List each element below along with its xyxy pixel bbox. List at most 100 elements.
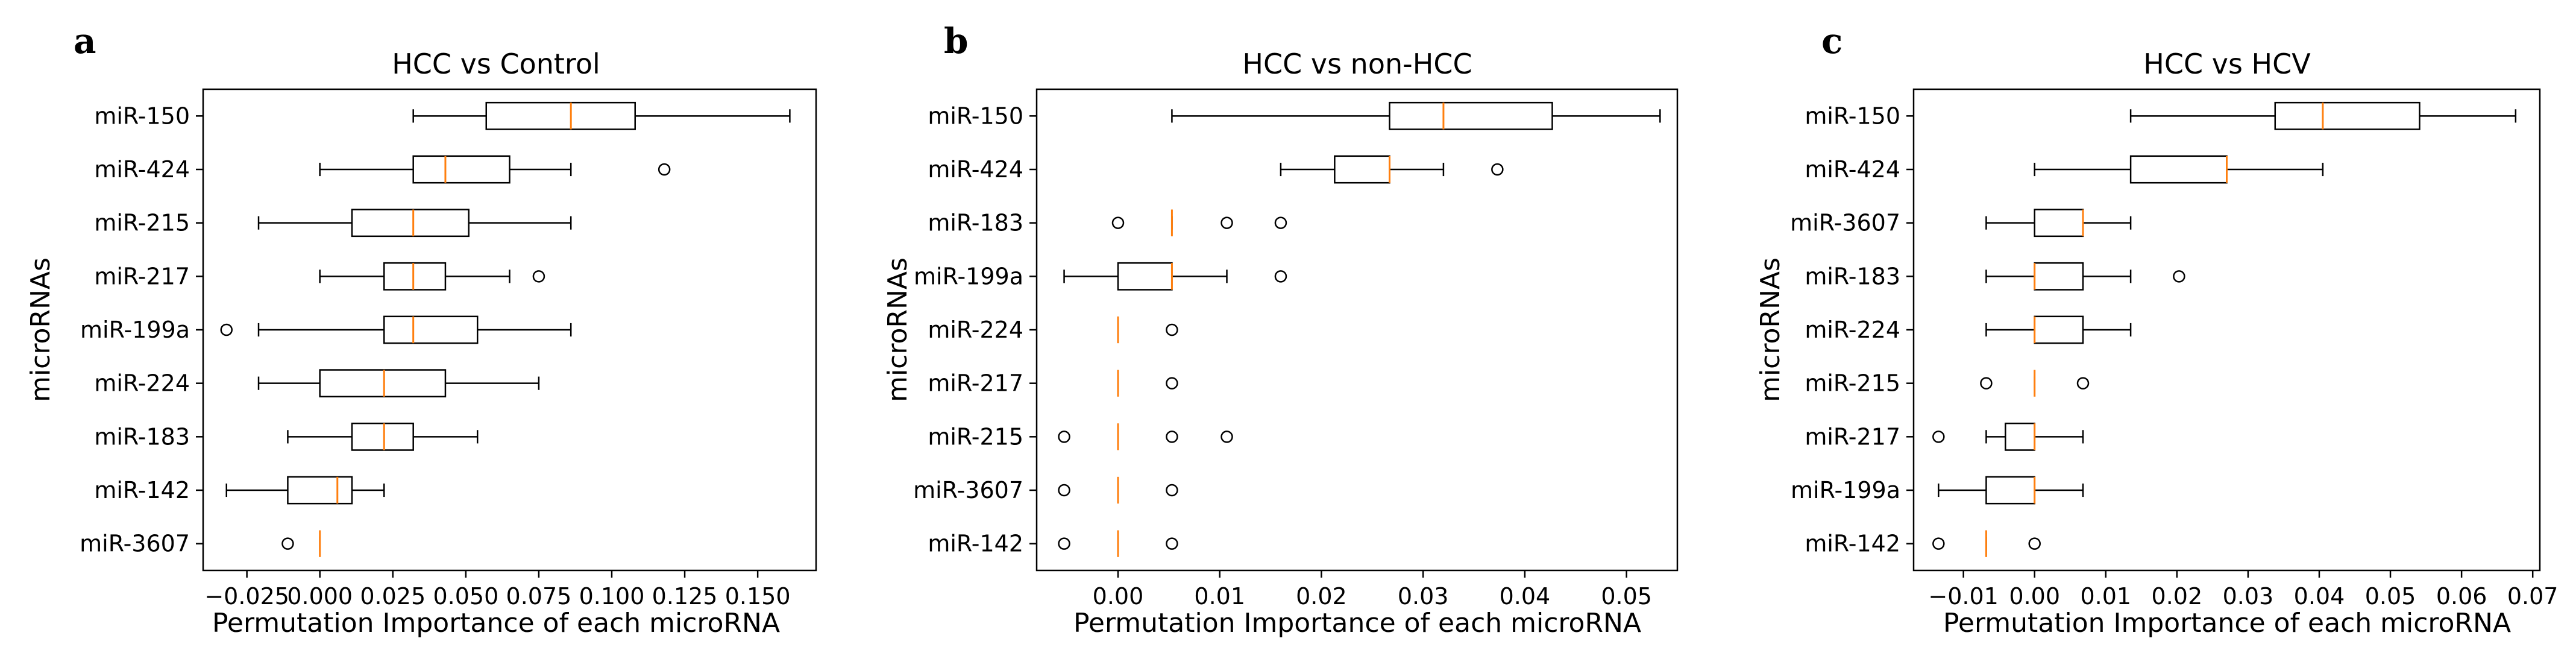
x-tick-label: 0.00	[1093, 583, 1144, 610]
y-tick-label: miR-424	[94, 156, 190, 183]
panel-letter: a	[74, 21, 96, 62]
outlier-point	[1220, 216, 1233, 229]
box-iqr	[287, 476, 353, 505]
outlier-point	[1166, 431, 1178, 443]
box-miR-142	[225, 476, 385, 505]
plot-area: −0.01 0.00 0.01 0.02 0.03 0.04 0.05 0.06 0.07 miR…	[1790, 88, 2559, 610]
x-tick-label: 0.03	[1398, 583, 1449, 610]
y-tick-label: miR-150	[1805, 103, 1900, 129]
box-iqr	[383, 315, 479, 344]
box-iqr	[1389, 101, 1553, 130]
box-iqr	[319, 369, 447, 398]
box-iqr	[1985, 476, 2035, 505]
chart-title: HCC vs HCV	[2143, 48, 2311, 80]
y-tick-label: miR-142	[94, 477, 190, 503]
outlier-point	[220, 323, 233, 336]
y-tick-label: miR-215	[928, 423, 1023, 450]
y-tick-label: miR-199a	[80, 317, 190, 343]
x-tick-label: 0.05	[2365, 583, 2416, 610]
box-miR-215	[1058, 423, 1233, 450]
box-iqr	[412, 155, 510, 184]
outlier-point	[1491, 163, 1504, 176]
box-miR-142	[1058, 530, 1178, 557]
y-tick-label: miR-217	[928, 370, 1023, 397]
y-tick-label: miR-183	[1805, 263, 1900, 289]
x-tick-label: 0.05	[1601, 583, 1652, 610]
y-tick-label: miR-215	[1805, 370, 1900, 397]
y-tick-label: miR-3607	[80, 531, 190, 557]
x-tick-label: 0.00	[2009, 583, 2060, 610]
outlier-point	[1980, 377, 1993, 390]
chart-title: HCC vs Control	[392, 48, 600, 80]
panel-letter: c	[1821, 21, 1842, 62]
y-tick-label: miR-150	[94, 103, 190, 129]
box-miR-183	[1111, 209, 1287, 236]
panel-letter: b	[944, 21, 969, 62]
x-tick-label: 0.04	[2294, 583, 2345, 610]
x-tick-label: 0.050	[433, 583, 498, 610]
y-tick-label: miR-183	[928, 210, 1023, 236]
box-miR-217	[1117, 370, 1178, 397]
box-iqr	[383, 262, 447, 291]
x-tick-label: 0.07	[2507, 583, 2559, 610]
box-iqr	[351, 422, 414, 451]
box-miR-215	[1980, 370, 2090, 397]
panel-c: c HCC vs HCV Permutation Importance of e…	[1755, 21, 2558, 639]
x-tick-label: 0.01	[1194, 583, 1245, 610]
box-miR-424	[2034, 155, 2324, 184]
plot-area: 0.00 0.01 0.02 0.03 0.04 0.05 miR-150 miR-424 mi…	[913, 88, 1679, 610]
y-tick-label: miR-183	[94, 423, 190, 450]
box-iqr	[351, 209, 470, 238]
box-iqr	[2274, 101, 2420, 130]
outlier-point	[1166, 377, 1178, 390]
outlier-point	[1111, 216, 1125, 229]
box-iqr	[2005, 422, 2035, 451]
outlier-point	[1274, 216, 1287, 229]
box-miR-150	[2129, 101, 2517, 130]
x-axis-label: Permutation Importance of each microRNA	[212, 608, 780, 639]
x-axis-label: Permutation Importance of each microRNA	[1943, 608, 2511, 639]
outlier-point	[1932, 537, 1945, 550]
x-tick-label: 0.02	[2152, 583, 2203, 610]
y-tick-label: miR-224	[928, 317, 1023, 343]
chart-title: HCC vs non-HCC	[1242, 48, 1472, 80]
box-miR-424	[1280, 155, 1504, 184]
outlier-point	[1166, 323, 1178, 336]
box-miR-199a	[220, 315, 572, 344]
outlier-point	[1058, 431, 1070, 443]
x-tick-label: 0.06	[2436, 583, 2487, 610]
y-axis-label: microRNAs	[882, 257, 913, 402]
outlier-point	[1166, 484, 1178, 497]
y-tick-label: miR-3607	[1790, 210, 1900, 236]
outlier-point	[1220, 431, 1233, 443]
box-iqr	[1334, 155, 1390, 184]
box-miR-3607	[281, 530, 321, 557]
y-tick-label: miR-199a	[1791, 477, 1900, 503]
box-miR-224	[257, 369, 540, 398]
x-tick-label: −0.025	[204, 583, 289, 610]
x-tick-label: −0.01	[1928, 583, 1998, 610]
x-tick-label: 0.000	[287, 583, 353, 610]
y-tick-label: miR-224	[1805, 317, 1900, 343]
outlier-point	[281, 537, 294, 550]
box-miR-150	[412, 101, 791, 130]
box-miR-142	[1932, 530, 2041, 557]
outlier-point	[2028, 537, 2041, 550]
outlier-point	[658, 163, 671, 176]
y-tick-label: miR-217	[94, 263, 190, 289]
box-miR-183	[1985, 262, 2185, 291]
box-miR-224	[1985, 315, 2132, 344]
box-miR-215	[257, 209, 572, 238]
outlier-point	[1166, 537, 1178, 550]
outlier-point	[2173, 270, 2185, 283]
outlier-point	[1058, 537, 1070, 550]
box-iqr	[2129, 155, 2228, 184]
box-miR-424	[319, 155, 671, 184]
box-miR-150	[1171, 101, 1661, 130]
x-tick-label: 0.025	[360, 583, 426, 610]
y-tick-label: miR-224	[94, 370, 190, 397]
box-miR-217	[319, 262, 545, 291]
outlier-point	[1932, 431, 1945, 443]
